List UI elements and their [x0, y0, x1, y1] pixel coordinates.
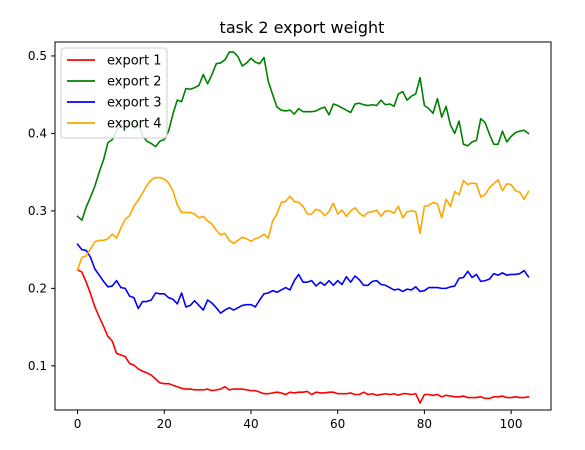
legend-box: [60, 47, 168, 139]
x-tick-label: 0: [74, 417, 82, 431]
y-tick-label: 0.3: [28, 204, 47, 218]
x-tick-label: 40: [243, 417, 258, 431]
series-line-4: [76, 176, 530, 271]
legend-label-3: export 3: [107, 96, 162, 111]
x-tick-label: 100: [500, 417, 523, 431]
y-tick-label: 0.1: [28, 359, 47, 373]
x-tick-label: 80: [417, 417, 432, 431]
legend-label-1: export 1: [107, 54, 162, 69]
x-tick-label: 60: [330, 417, 345, 431]
x-tick-label: 20: [157, 417, 172, 431]
y-tick-label: 0.4: [28, 126, 47, 140]
plot-frame: [54, 41, 552, 411]
series-line-2: [76, 51, 530, 221]
legend-label-2: export 2: [107, 75, 162, 90]
y-tick-label: 0.2: [28, 281, 47, 295]
series-line-3: [76, 243, 530, 314]
series-line-1: [76, 268, 530, 404]
legend: export 1 export 2 export 3 export 4: [60, 47, 168, 139]
chart-title: task 2 export weight: [220, 18, 385, 37]
legend-label-4: export 4: [107, 117, 162, 132]
y-tick-label: 0.5: [28, 49, 47, 63]
series-lines: [76, 51, 530, 404]
axes: 0 20 40 60 80 100 0.1 0.2 0.3 0.4 0.5: [28, 41, 552, 431]
